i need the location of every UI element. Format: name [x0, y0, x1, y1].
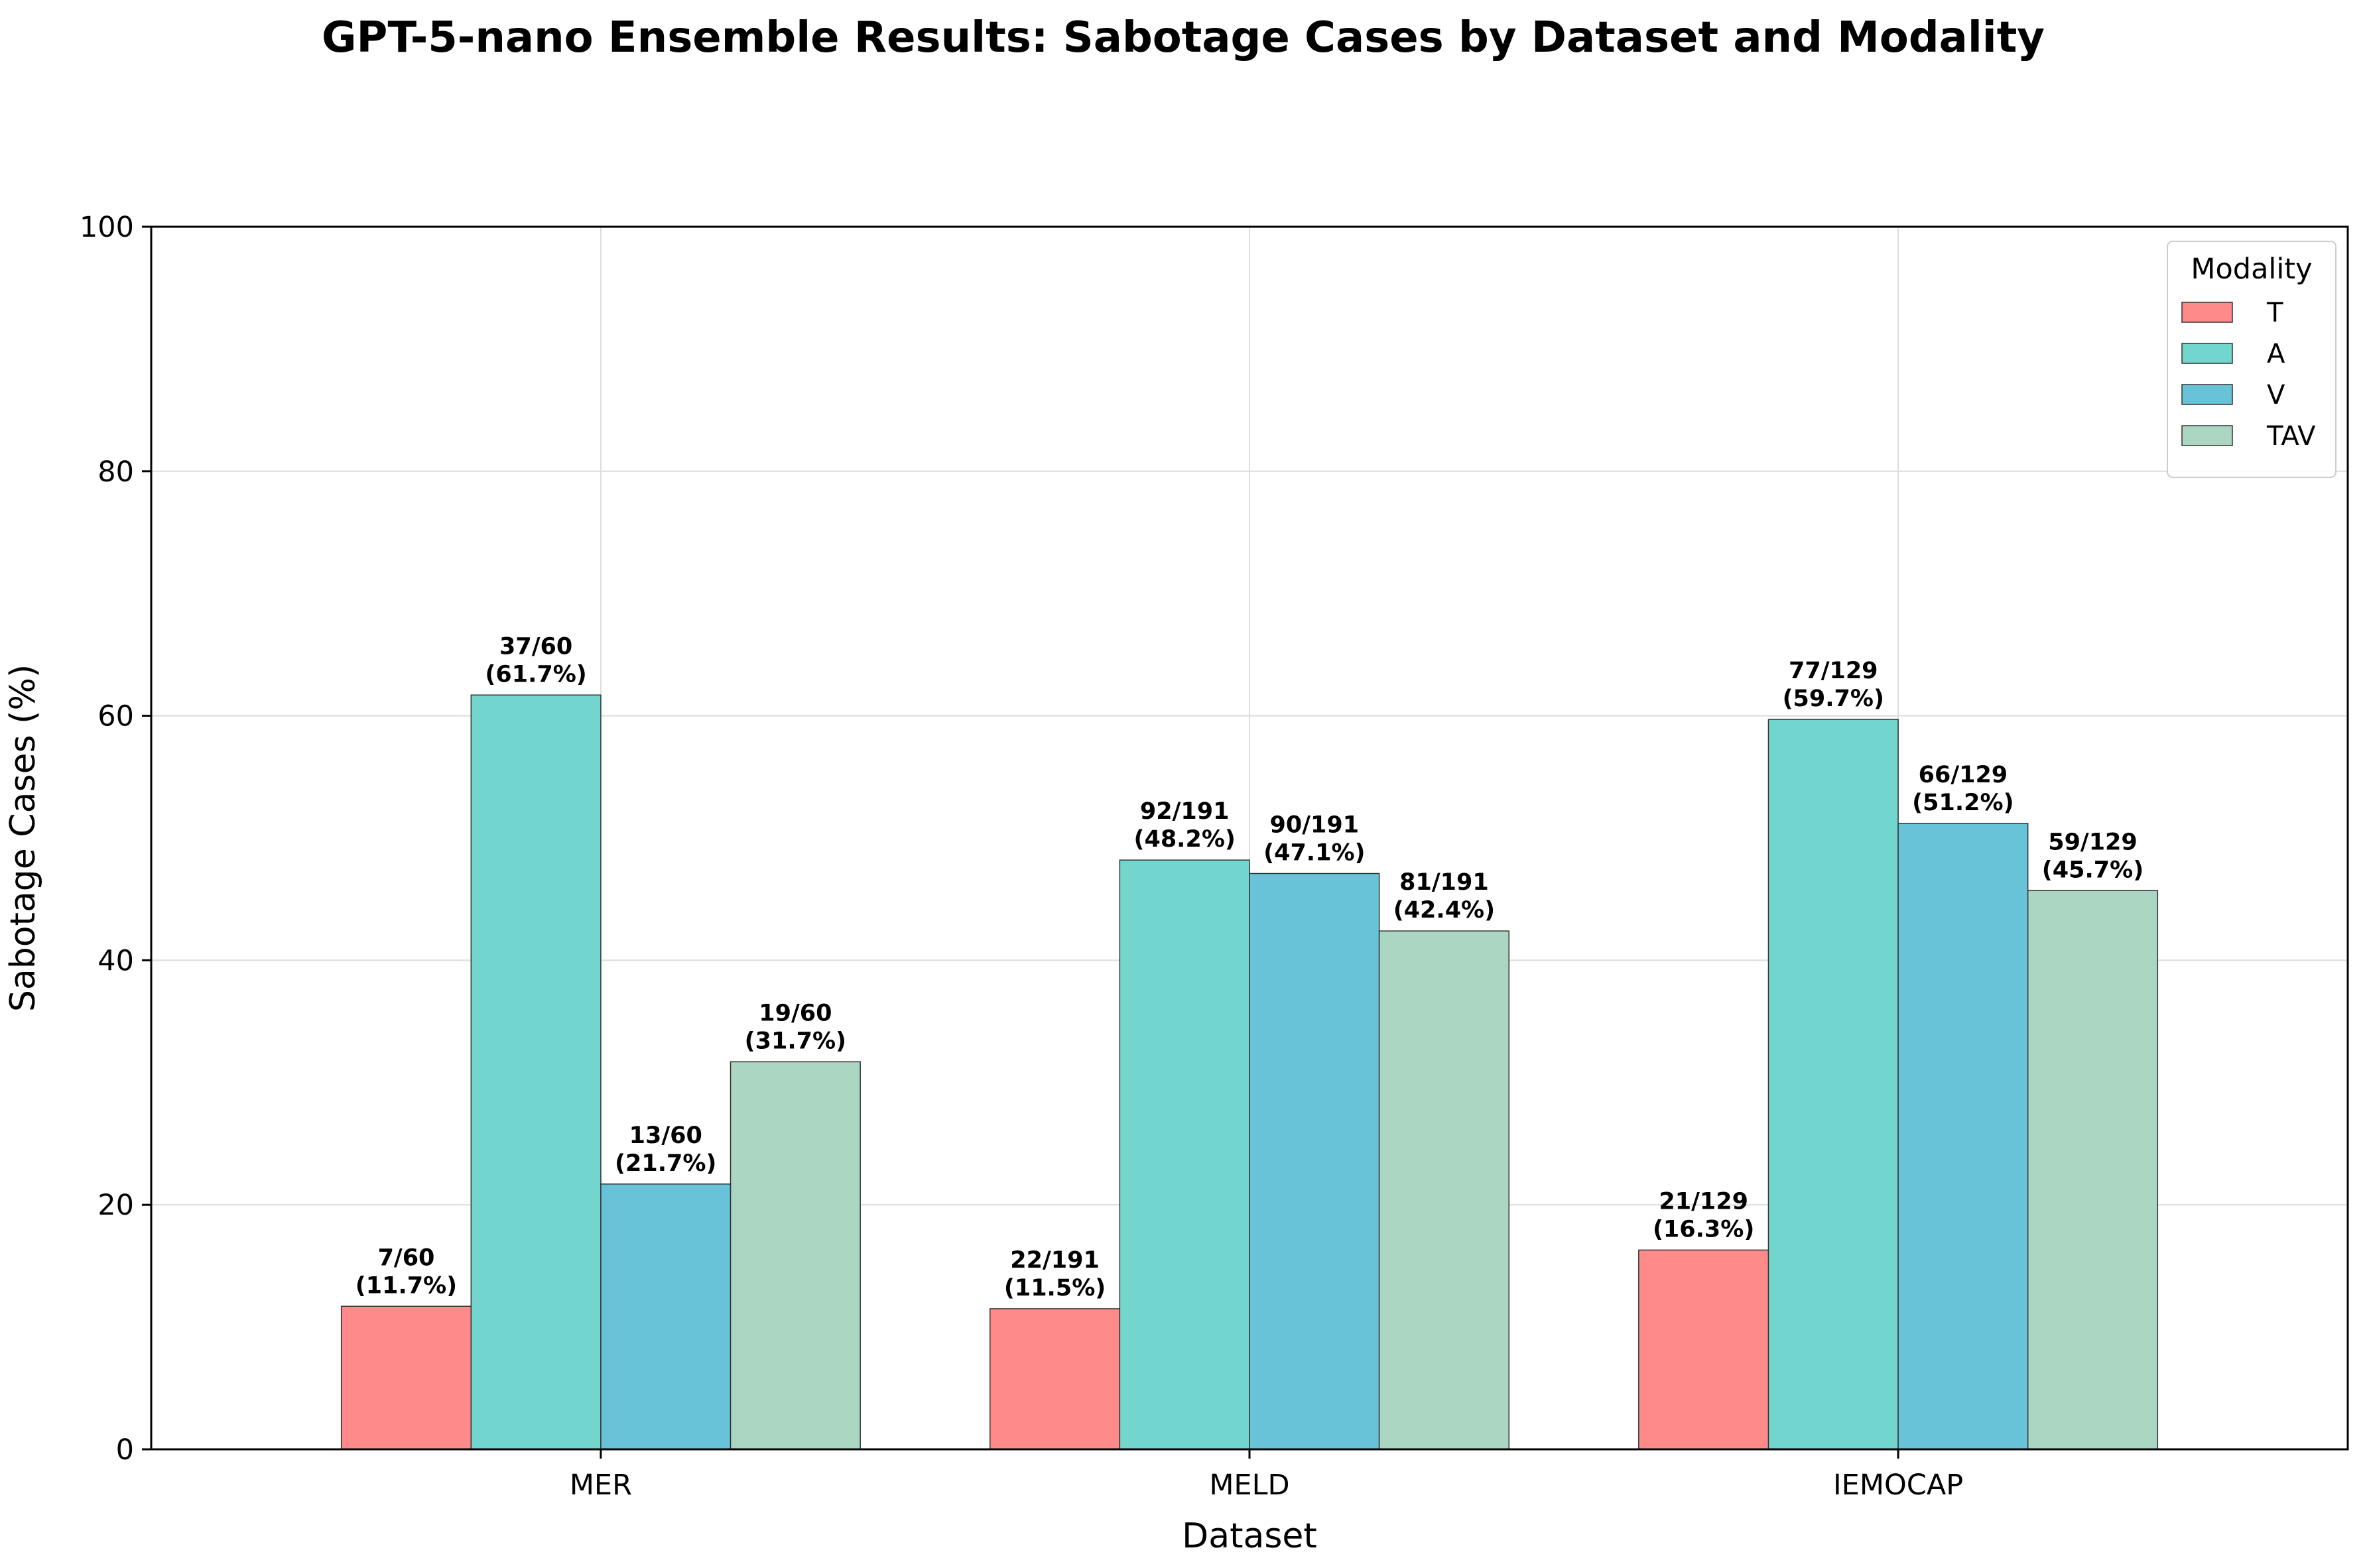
legend-entry-T: T — [2266, 298, 2283, 328]
bar-count-label: 37/60 — [499, 633, 572, 660]
legend: Modality TAV TAV — [2167, 241, 2336, 478]
legend-swatch-T — [2181, 302, 2233, 323]
y-tick-label: 60 — [97, 700, 134, 733]
legend-entry-V: V — [2267, 380, 2285, 410]
bar-count-label: 77/129 — [1789, 658, 1878, 684]
bar-percent-label: (48.2%) — [1133, 826, 1235, 853]
bar-A-MER — [470, 694, 602, 1450]
bar-percent-label: (16.3%) — [1653, 1216, 1754, 1242]
legend-swatch-TAV — [2181, 425, 2233, 446]
bar-count-label: 81/191 — [1399, 869, 1489, 896]
y-tick-label: 40 — [97, 944, 134, 977]
bar-percent-label: (42.4%) — [1393, 897, 1495, 924]
bar-T-MER — [340, 1305, 472, 1450]
x-tick-label: MELD — [1209, 1469, 1289, 1502]
bar-percent-label: (21.7%) — [615, 1150, 716, 1177]
bar-V-MER — [600, 1183, 732, 1450]
bar-percent-label: (61.7%) — [485, 661, 586, 688]
x-tick-label: IEMOCAP — [1833, 1469, 1963, 1502]
x-axis-ticks: MER MELD IEMOCAP — [570, 1449, 1963, 1502]
bar-percent-label: (47.1%) — [1263, 839, 1365, 866]
bar-V-IEMOCAP — [1897, 823, 2029, 1450]
legend-swatch-V — [2181, 384, 2233, 405]
bar-TAV-MER — [730, 1061, 861, 1450]
legend-swatch-A — [2181, 343, 2233, 364]
bar-count-label: 90/191 — [1270, 812, 1360, 838]
bar-count-label: 22/191 — [1010, 1247, 1100, 1274]
y-tick-label: 20 — [97, 1189, 134, 1222]
y-tick-label: 0 — [116, 1433, 134, 1467]
legend-box — [2167, 241, 2336, 478]
bar-percent-label: (59.7%) — [1783, 686, 1884, 712]
bar-percent-label: (31.7%) — [745, 1028, 846, 1054]
bars-layer — [340, 694, 2159, 1450]
bar-count-label: 7/60 — [378, 1244, 435, 1271]
legend-title: Modality — [2191, 253, 2312, 286]
bar-T-IEMOCAP — [1638, 1249, 1769, 1450]
y-axis-label: Sabotage Cases (%) — [3, 664, 43, 1012]
bar-percent-label: (11.5%) — [1004, 1275, 1106, 1301]
x-axis-label: Dataset — [1182, 1516, 1317, 1556]
bar-A-IEMOCAP — [1767, 719, 1899, 1450]
bar-TAV-IEMOCAP — [2027, 890, 2159, 1450]
bar-count-label: 66/129 — [1919, 762, 2008, 788]
bar-count-label: 59/129 — [2048, 829, 2138, 855]
bar-percent-label: (11.7%) — [355, 1272, 457, 1299]
bar-A-MELD — [1119, 859, 1250, 1450]
bar-V-MELD — [1249, 873, 1380, 1450]
bar-percent-label: (45.7%) — [2042, 857, 2143, 883]
bar-TAV-MELD — [1378, 930, 1509, 1450]
bar-count-label: 13/60 — [629, 1122, 702, 1149]
y-tick-label: 100 — [80, 211, 134, 244]
bar-percent-label: (51.2%) — [1912, 790, 2014, 816]
bar-labels-layer: 7/60(11.7%) 22/191(11.5%) 21/129(16.3%) 37/… — [355, 633, 2143, 1301]
y-tick-label: 80 — [97, 455, 134, 489]
chart-title: GPT-5-nano Ensemble Results: Sabotage Ca… — [322, 13, 2045, 62]
bar-count-label: 92/191 — [1140, 798, 1230, 825]
legend-entry-TAV: TAV — [2266, 421, 2316, 452]
x-tick-label: MER — [570, 1469, 632, 1502]
bar-T-MELD — [990, 1308, 1121, 1450]
bar-count-label: 19/60 — [759, 1000, 832, 1026]
legend-entry-A: A — [2267, 339, 2285, 369]
bar-count-label: 21/129 — [1659, 1188, 1748, 1215]
y-axis-ticks: 0 20 40 60 80 100 — [80, 211, 151, 1467]
